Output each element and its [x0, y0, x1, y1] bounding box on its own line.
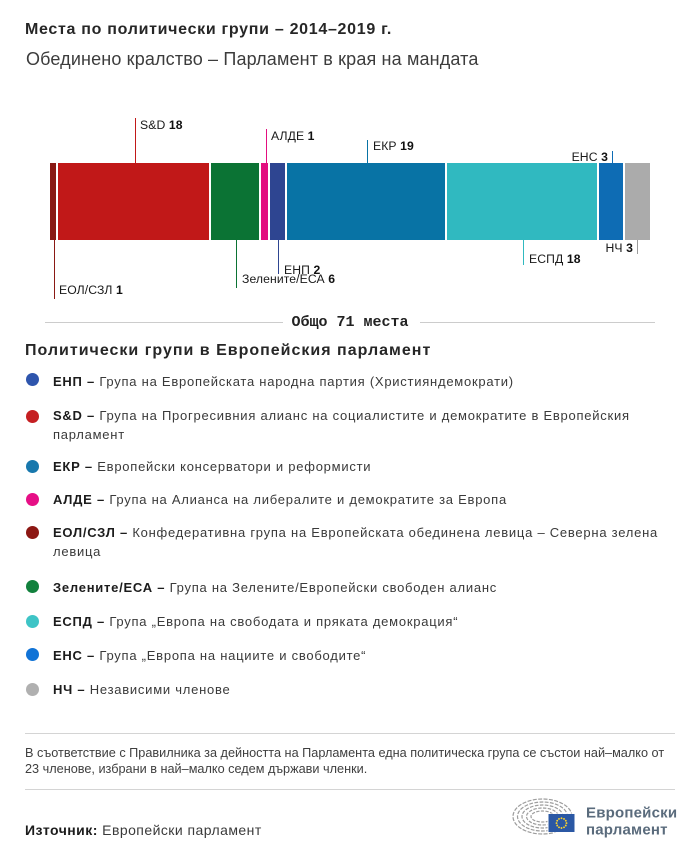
svg-text:парламент: парламент [586, 822, 668, 839]
svg-text:Европейски: Европейски [586, 805, 677, 822]
